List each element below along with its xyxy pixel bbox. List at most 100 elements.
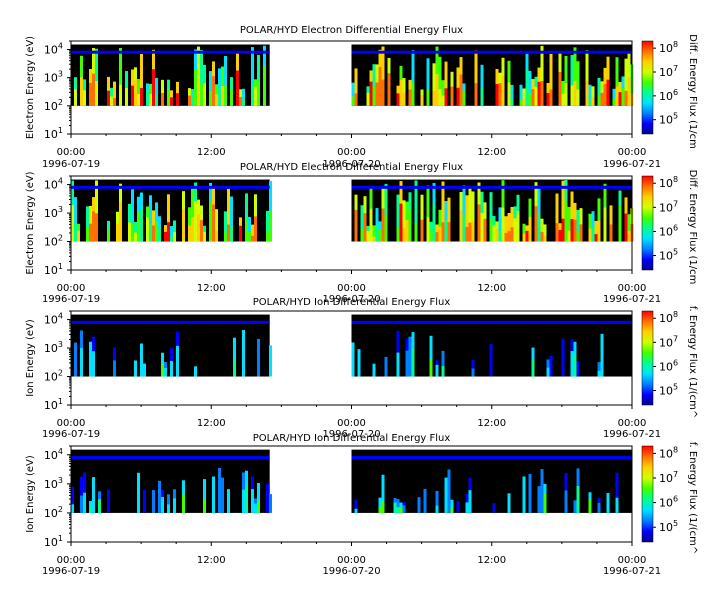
flux-core xyxy=(609,224,613,242)
flux-core xyxy=(516,210,520,242)
flux-column xyxy=(402,78,406,106)
x-tick-label: 12:00 xyxy=(477,555,506,566)
flux-column xyxy=(522,476,526,513)
flux-core xyxy=(381,500,385,513)
flux-core xyxy=(155,94,158,106)
flux-core xyxy=(95,81,98,106)
flux-core xyxy=(426,89,430,106)
flux-core xyxy=(531,89,535,106)
colorbar-tick-label: 108 xyxy=(659,445,678,460)
flux-column xyxy=(257,54,260,106)
flux-column xyxy=(591,211,595,242)
flux-core xyxy=(585,80,589,106)
flux-core xyxy=(483,218,487,242)
flux-column xyxy=(561,180,565,242)
flux-column xyxy=(528,473,532,513)
y-tick-label: 103 xyxy=(44,340,63,355)
flux-core xyxy=(113,360,116,377)
flux-core xyxy=(92,351,95,377)
flux-core xyxy=(200,83,203,106)
flux-core xyxy=(426,217,430,242)
flux-column xyxy=(555,193,559,242)
flux-column xyxy=(140,343,143,377)
flux-column xyxy=(600,333,604,377)
flux-column xyxy=(411,50,415,106)
flux-band xyxy=(351,456,632,460)
flux-core xyxy=(618,92,622,106)
flux-column xyxy=(200,49,203,106)
colorbar-tick-label: 107 xyxy=(659,199,678,214)
flux-column xyxy=(233,337,236,377)
flux-column xyxy=(227,188,230,242)
flux-column xyxy=(564,55,568,106)
flux-core xyxy=(495,228,499,242)
flux-core xyxy=(522,233,526,242)
flux-core xyxy=(420,219,424,242)
flux-core xyxy=(251,235,254,242)
flux-column xyxy=(155,77,158,106)
y-tick-label: 103 xyxy=(44,205,63,220)
flux-column xyxy=(615,57,619,106)
flux-core xyxy=(561,93,565,106)
flux-column xyxy=(594,220,598,242)
colorbar xyxy=(641,175,654,271)
flux-column xyxy=(570,191,574,242)
flux-core xyxy=(209,91,212,106)
flux-column xyxy=(354,499,358,513)
flux-column xyxy=(612,88,616,106)
flux-core xyxy=(570,85,574,106)
flux-column xyxy=(471,359,475,377)
flux-core xyxy=(92,211,95,242)
flux-core xyxy=(107,229,110,242)
flux-column xyxy=(269,345,272,377)
flux-column xyxy=(588,84,592,106)
flux-column xyxy=(435,490,439,513)
y-tick-label: 102 xyxy=(44,234,63,249)
flux-column xyxy=(585,50,589,106)
flux-column xyxy=(167,494,170,513)
flux-core xyxy=(429,358,433,377)
flux-core xyxy=(173,232,176,242)
flux-column xyxy=(95,180,98,242)
colorbar-tick-label: 105 xyxy=(659,383,678,398)
colorbar-tick-label: 107 xyxy=(659,334,678,349)
flux-core xyxy=(402,92,406,106)
flux-column xyxy=(543,224,547,242)
flux-column xyxy=(399,502,403,513)
flux-core xyxy=(459,74,463,106)
flux-core xyxy=(576,485,580,513)
y-tick-label: 102 xyxy=(44,98,63,113)
flux-core xyxy=(480,88,484,106)
flux-column xyxy=(224,55,227,106)
colorbar-label: Diff. Energy Flux (1/cm xyxy=(687,34,698,149)
flux-core xyxy=(200,219,203,242)
flux-column xyxy=(489,344,493,377)
flux-column xyxy=(372,64,376,106)
y-tick-label: 104 xyxy=(44,312,63,327)
flux-column xyxy=(438,209,442,242)
flux-core xyxy=(600,92,604,106)
colorbar xyxy=(641,40,654,135)
flux-column xyxy=(597,362,601,377)
panel-title: POLAR/HYD Electron Differential Energy F… xyxy=(240,162,463,173)
flux-core xyxy=(435,232,439,242)
flux-core xyxy=(501,75,505,106)
flux-column xyxy=(257,338,260,377)
flux-core xyxy=(194,68,197,106)
flux-column xyxy=(537,486,541,513)
flux-core xyxy=(405,220,409,242)
flux-core xyxy=(80,77,83,106)
flux-column xyxy=(149,195,152,242)
x-tick-label: 12:00 xyxy=(197,283,226,294)
flux-core xyxy=(152,225,155,242)
flux-core xyxy=(591,227,595,242)
flux-core xyxy=(212,204,215,242)
flux-column xyxy=(456,67,460,106)
x-tick-date: 1996-07-20 xyxy=(322,294,380,305)
flux-column xyxy=(615,472,619,513)
x-tick-label: 00:00 xyxy=(337,283,366,294)
flux-column xyxy=(444,477,448,513)
y-tick-label: 101 xyxy=(44,397,63,412)
flux-core xyxy=(546,367,550,377)
y-axis-label: Electron Energy (eV) xyxy=(25,36,36,139)
